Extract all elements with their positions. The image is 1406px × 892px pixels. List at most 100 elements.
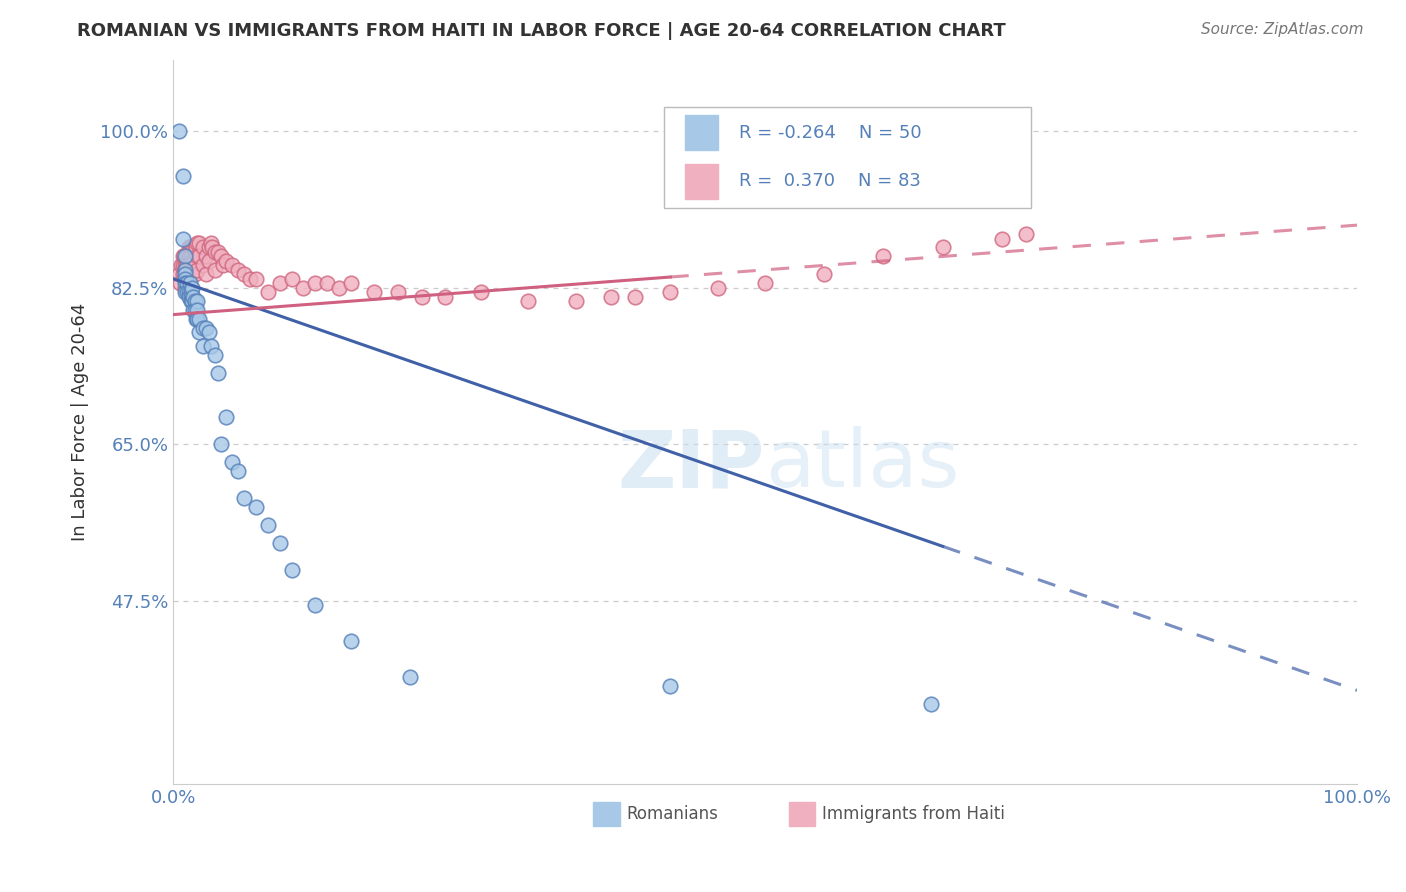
Point: [564, 294, 586, 309]
Point: [207, 366, 229, 380]
Point: [174, 281, 197, 295]
Point: [176, 259, 198, 273]
Point: [197, 254, 219, 268]
Point: [191, 259, 214, 273]
Point: [209, 249, 232, 263]
Point: [172, 259, 194, 273]
Text: R =  0.370    N = 83: R = 0.370 N = 83: [740, 172, 921, 190]
Point: [212, 259, 235, 273]
Point: [200, 235, 222, 250]
Point: [200, 339, 222, 353]
Point: [186, 294, 208, 309]
Text: Romanians: Romanians: [627, 805, 718, 823]
Point: [172, 169, 194, 183]
Point: [304, 599, 326, 613]
Bar: [593, 803, 620, 826]
Point: [180, 240, 202, 254]
Point: [184, 312, 207, 326]
Point: [183, 294, 205, 309]
Point: [188, 326, 211, 340]
Point: [176, 249, 198, 263]
Point: [195, 249, 218, 263]
Point: [177, 249, 200, 263]
Point: [470, 285, 492, 300]
Point: [179, 240, 201, 254]
Point: [204, 244, 226, 259]
Point: [269, 277, 291, 291]
Point: [191, 321, 214, 335]
Text: ROMANIAN VS IMMIGRANTS FROM HAITI IN LABOR FORCE | AGE 20-64 CORRELATION CHART: ROMANIAN VS IMMIGRANTS FROM HAITI IN LAB…: [77, 22, 1007, 40]
Point: [172, 268, 194, 282]
Point: [280, 272, 302, 286]
Point: [174, 272, 197, 286]
Point: [339, 634, 361, 648]
Point: [204, 348, 226, 362]
Point: [176, 277, 198, 291]
Point: [191, 240, 214, 254]
Point: [167, 124, 190, 138]
Point: [180, 294, 202, 309]
Point: [195, 268, 218, 282]
Point: [245, 272, 267, 286]
Point: [600, 290, 623, 304]
Text: Source: ZipAtlas.com: Source: ZipAtlas.com: [1201, 22, 1364, 37]
Point: [245, 500, 267, 514]
Text: atlas: atlas: [765, 426, 959, 505]
Point: [434, 290, 457, 304]
Point: [174, 249, 197, 263]
Text: R = -0.264    N = 50: R = -0.264 N = 50: [740, 124, 922, 142]
Point: [872, 249, 894, 263]
Point: [228, 263, 250, 277]
Point: [177, 240, 200, 254]
Point: [754, 277, 776, 291]
Bar: [685, 115, 717, 150]
Point: [174, 285, 197, 300]
Point: [177, 285, 200, 300]
Point: [659, 679, 682, 693]
Point: [174, 263, 197, 277]
Point: [183, 254, 205, 268]
Point: [186, 303, 208, 318]
Point: [174, 268, 197, 282]
Point: [257, 517, 280, 532]
Point: [221, 259, 243, 273]
Point: [209, 437, 232, 451]
Point: [188, 249, 211, 263]
Point: [188, 235, 211, 250]
Point: [186, 235, 208, 250]
Point: [339, 277, 361, 291]
Text: Immigrants from Haiti: Immigrants from Haiti: [823, 805, 1005, 823]
FancyBboxPatch shape: [665, 107, 1032, 208]
Point: [170, 259, 193, 273]
Point: [269, 535, 291, 549]
Point: [174, 259, 197, 273]
Text: ZIP: ZIP: [617, 426, 765, 505]
Point: [181, 281, 204, 295]
Point: [167, 268, 190, 282]
Point: [180, 285, 202, 300]
Point: [169, 277, 191, 291]
Bar: [789, 803, 815, 826]
Point: [387, 285, 409, 300]
Y-axis label: In Labor Force | Age 20-64: In Labor Force | Age 20-64: [72, 303, 89, 541]
Point: [183, 240, 205, 254]
Point: [177, 263, 200, 277]
Point: [201, 240, 224, 254]
Point: [180, 268, 202, 282]
Point: [624, 290, 647, 304]
Point: [174, 268, 197, 282]
Point: [304, 277, 326, 291]
Point: [180, 259, 202, 273]
Point: [172, 231, 194, 245]
Point: [172, 249, 194, 263]
Point: [186, 249, 208, 263]
Point: [233, 491, 256, 505]
Point: [186, 312, 208, 326]
Point: [174, 259, 197, 273]
Point: [183, 290, 205, 304]
Point: [991, 231, 1014, 245]
Point: [706, 281, 728, 295]
Point: [174, 272, 197, 286]
Point: [204, 263, 226, 277]
Point: [399, 670, 422, 684]
